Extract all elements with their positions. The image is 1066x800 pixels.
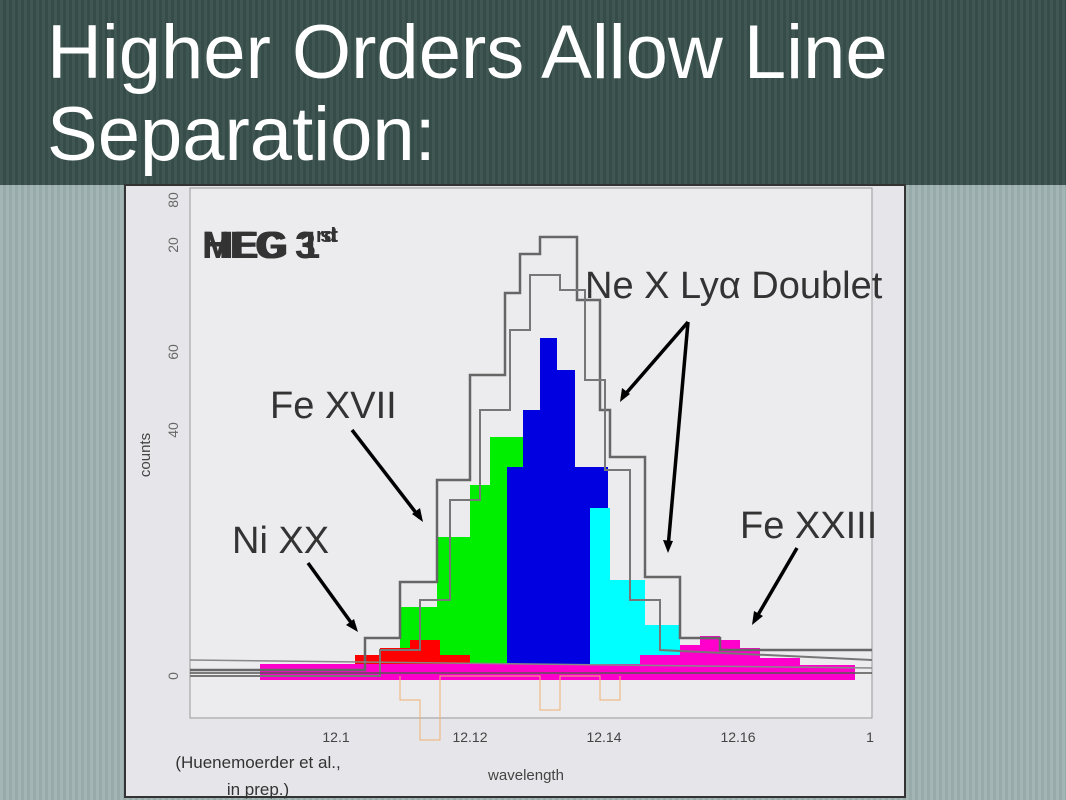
noise-line — [399, 675, 621, 741]
citation: (Huenemoerder et al., in prep.) — [175, 753, 340, 799]
y-tick-label: 60 — [165, 344, 181, 360]
arrows — [306, 320, 799, 630]
legend-1: MEG 1st — [202, 225, 338, 267]
spectra — [189, 235, 873, 741]
legend-2: HEG 3rd — [202, 225, 336, 267]
annotation: Ni XX — [232, 520, 329, 562]
x-tick-label: 12.14 — [586, 729, 621, 745]
legend: MEG 1st HEG 3rd — [202, 225, 338, 267]
x-tick-label: 12.12 — [452, 729, 487, 745]
arrow — [753, 547, 799, 621]
citation-line: in prep.) — [227, 780, 289, 799]
x-ticks: 12.1 12.12 12.14 12.16 1 — [322, 729, 874, 745]
arrow — [620, 320, 690, 400]
x-tick-label: 1 — [866, 729, 874, 745]
arrow — [350, 428, 422, 520]
outline-1 — [190, 235, 872, 672]
arrow — [306, 561, 357, 630]
fe23-fill — [260, 636, 855, 680]
y-ticks: 0 20 40 60 80 — [165, 192, 181, 680]
arrow-head — [412, 508, 423, 522]
x-axis-label: wavelength — [487, 767, 564, 784]
arrow-head — [752, 611, 763, 625]
y-tick-label: 80 — [165, 192, 181, 208]
annotation: Fe XVII — [270, 385, 397, 427]
x-tick-label: 12.1 — [322, 729, 349, 745]
slide-title: Higher Orders Allow Line Separation: — [47, 10, 888, 177]
annotation: Fe XXIII — [740, 505, 877, 547]
annotation: Ne X Lyα Doublet — [585, 265, 883, 307]
y-tick-label: 0 — [165, 672, 181, 680]
arrow-head — [663, 540, 673, 553]
arrow-head — [620, 388, 630, 402]
y-axis-label: counts — [137, 433, 154, 477]
baseline-1 — [189, 659, 873, 669]
outline-2 — [190, 274, 873, 677]
x-tick-label: 12.16 — [720, 729, 755, 745]
title-band — [0, 0, 1066, 185]
arrow — [666, 321, 690, 549]
y-tick-label: 20 — [165, 237, 181, 253]
arrow-heads — [346, 388, 763, 632]
y-tick-label: 40 — [165, 422, 181, 438]
ne-fill — [507, 338, 645, 676]
citation-line: (Huenemoerder et al., — [175, 753, 340, 772]
arrow-head — [346, 619, 358, 632]
ne-2-fill — [590, 508, 680, 676]
annotations: Ne X Lyα Doublet Fe XVII Ni XX Fe XXIII — [232, 265, 883, 562]
